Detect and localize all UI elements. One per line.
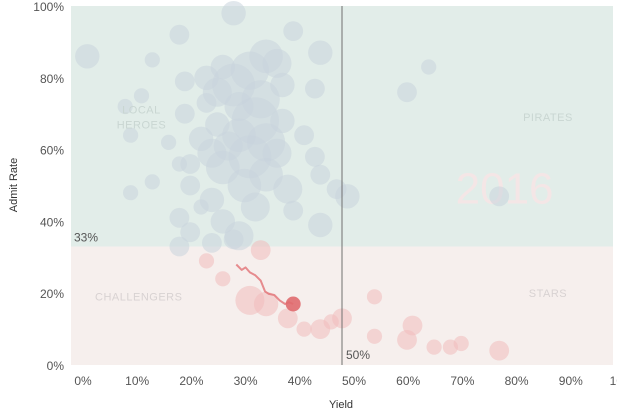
data-point[interactable] <box>366 328 383 344</box>
highlight-point[interactable] <box>285 296 301 312</box>
data-point[interactable] <box>305 78 325 99</box>
highlight-trail-layer <box>235 263 301 312</box>
data-points <box>75 1 510 361</box>
data-point[interactable] <box>310 164 331 185</box>
data-point[interactable] <box>253 291 279 317</box>
x-tick-label: 70% <box>450 374 474 388</box>
x-tick-label: 50% <box>342 374 366 388</box>
y-tick-label: 60% <box>40 144 64 158</box>
x-axis-title: Yield <box>329 399 353 411</box>
data-point[interactable] <box>397 82 417 103</box>
quadrant-label-top-right: PIRATES <box>523 112 573 124</box>
data-point[interactable] <box>250 240 271 260</box>
x-tick-label: 0% <box>74 374 92 388</box>
y-tick-label: 20% <box>40 287 64 301</box>
quadrant-label-top-left: LOCAL HEROES <box>117 105 166 132</box>
data-point[interactable] <box>489 340 510 361</box>
data-point[interactable] <box>169 207 190 228</box>
data-point[interactable] <box>453 335 469 352</box>
data-point[interactable] <box>277 308 298 329</box>
data-point[interactable] <box>273 174 303 204</box>
axis-ticks: 0% 10% 20% 30% 40% 50% 60% 70% 80% 90% 100% 0% 20% 40… <box>33 0 617 388</box>
data-point[interactable] <box>193 199 209 215</box>
data-point[interactable] <box>144 52 160 68</box>
data-point[interactable] <box>123 127 139 143</box>
data-point[interactable] <box>283 21 304 41</box>
data-point[interactable] <box>283 200 304 221</box>
data-point[interactable] <box>123 185 139 201</box>
data-point[interactable] <box>221 1 246 26</box>
x-tick-label: 40% <box>288 374 312 388</box>
reference-lines: 50% 33% <box>74 6 370 365</box>
data-point[interactable] <box>240 192 270 222</box>
data-point[interactable] <box>169 24 190 45</box>
data-point[interactable] <box>133 88 150 104</box>
x-tick-label: 20% <box>179 374 203 388</box>
data-point[interactable] <box>402 315 423 336</box>
x-tick-label: 60% <box>396 374 420 388</box>
quadrant-labels: LOCAL HEROES PIRATES CHALLENGERS STARS <box>95 105 573 304</box>
data-point[interactable] <box>117 98 133 115</box>
data-point[interactable] <box>305 146 325 167</box>
data-point[interactable] <box>308 212 333 238</box>
data-point[interactable] <box>335 184 360 209</box>
data-point[interactable] <box>223 229 244 250</box>
quadrant-label-bottom-left: CHALLENGERS <box>95 291 182 303</box>
admit-reference-label: 33% <box>74 231 98 245</box>
data-point[interactable] <box>294 125 314 146</box>
data-point[interactable] <box>198 253 215 269</box>
y-axis-title: Admit Rate <box>8 158 20 212</box>
yield-reference-label: 50% <box>346 348 370 362</box>
data-point[interactable] <box>308 40 333 65</box>
data-point[interactable] <box>366 289 383 305</box>
quadrant-label-bottom-right: STARS <box>529 288 567 300</box>
data-point[interactable] <box>75 44 100 69</box>
data-point[interactable] <box>323 314 339 330</box>
data-point[interactable] <box>180 154 201 174</box>
x-tick-label: 80% <box>505 374 529 388</box>
data-point[interactable] <box>169 236 190 257</box>
data-point[interactable] <box>421 59 437 75</box>
data-point[interactable] <box>174 71 195 92</box>
data-point[interactable] <box>180 175 201 196</box>
data-point[interactable] <box>202 233 222 253</box>
x-tick-label: 100% <box>610 374 617 388</box>
data-point[interactable] <box>144 174 160 190</box>
x-tick-label: 10% <box>125 374 149 388</box>
x-tick-label: 30% <box>234 374 258 388</box>
data-point[interactable] <box>426 339 442 355</box>
data-point[interactable] <box>161 134 177 150</box>
x-tick-label: 90% <box>559 374 583 388</box>
data-point[interactable] <box>180 222 201 243</box>
data-point[interactable] <box>196 93 217 113</box>
data-point[interactable] <box>174 103 195 124</box>
y-tick-label: 40% <box>40 215 64 229</box>
data-point[interactable] <box>215 271 231 287</box>
highlight-trail <box>235 263 294 305</box>
data-point[interactable] <box>296 321 312 337</box>
data-point[interactable] <box>171 156 187 172</box>
y-tick-label: 100% <box>33 0 64 14</box>
data-point[interactable] <box>489 186 510 207</box>
y-tick-label: 0% <box>47 359 65 373</box>
y-tick-label: 80% <box>40 72 64 86</box>
